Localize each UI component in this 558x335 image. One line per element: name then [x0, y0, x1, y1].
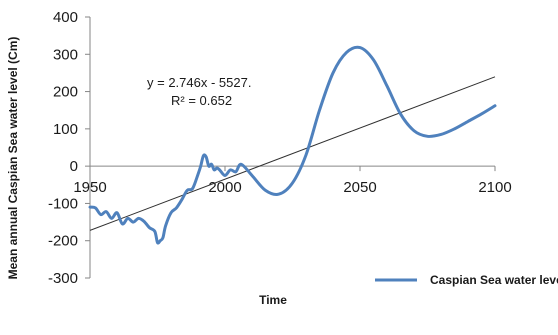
trendline-group — [89, 76, 496, 231]
y-tick-label: 400 — [53, 9, 78, 26]
legend: Caspian Sea water level — [375, 273, 558, 287]
x-axis-title: Time — [259, 293, 287, 307]
y-tick-label: -100 — [48, 195, 78, 212]
y-tick-label: -200 — [48, 233, 78, 250]
y-tick-label: 100 — [53, 121, 78, 138]
series-line — [88, 45, 497, 245]
x-tick-label: 1950 — [73, 179, 106, 196]
y-tick-label: 300 — [53, 46, 78, 63]
y-tick-label: -300 — [48, 270, 78, 287]
x-tick-label: 2050 — [343, 179, 376, 196]
x-tick-label: 2100 — [478, 179, 511, 196]
trendline-equation: y = 2.746x - 5527. — [147, 75, 251, 90]
x-axis: 1950 2000 2050 2100 — [73, 165, 512, 196]
y-tick-label: 0 — [70, 158, 78, 175]
x-tick-label: 2000 — [208, 179, 241, 196]
y-axis: -300 -200 -100 0 100 200 300 400 — [48, 9, 91, 287]
trendline-r-squared: R² = 0.652 — [171, 93, 232, 108]
y-axis-title: Mean annual Caspian Sea water level (Cm) — [6, 37, 20, 280]
y-tick-label: 200 — [53, 84, 78, 101]
legend-label: Caspian Sea water level — [430, 273, 558, 287]
trendline — [89, 76, 496, 231]
series-group — [88, 45, 497, 245]
